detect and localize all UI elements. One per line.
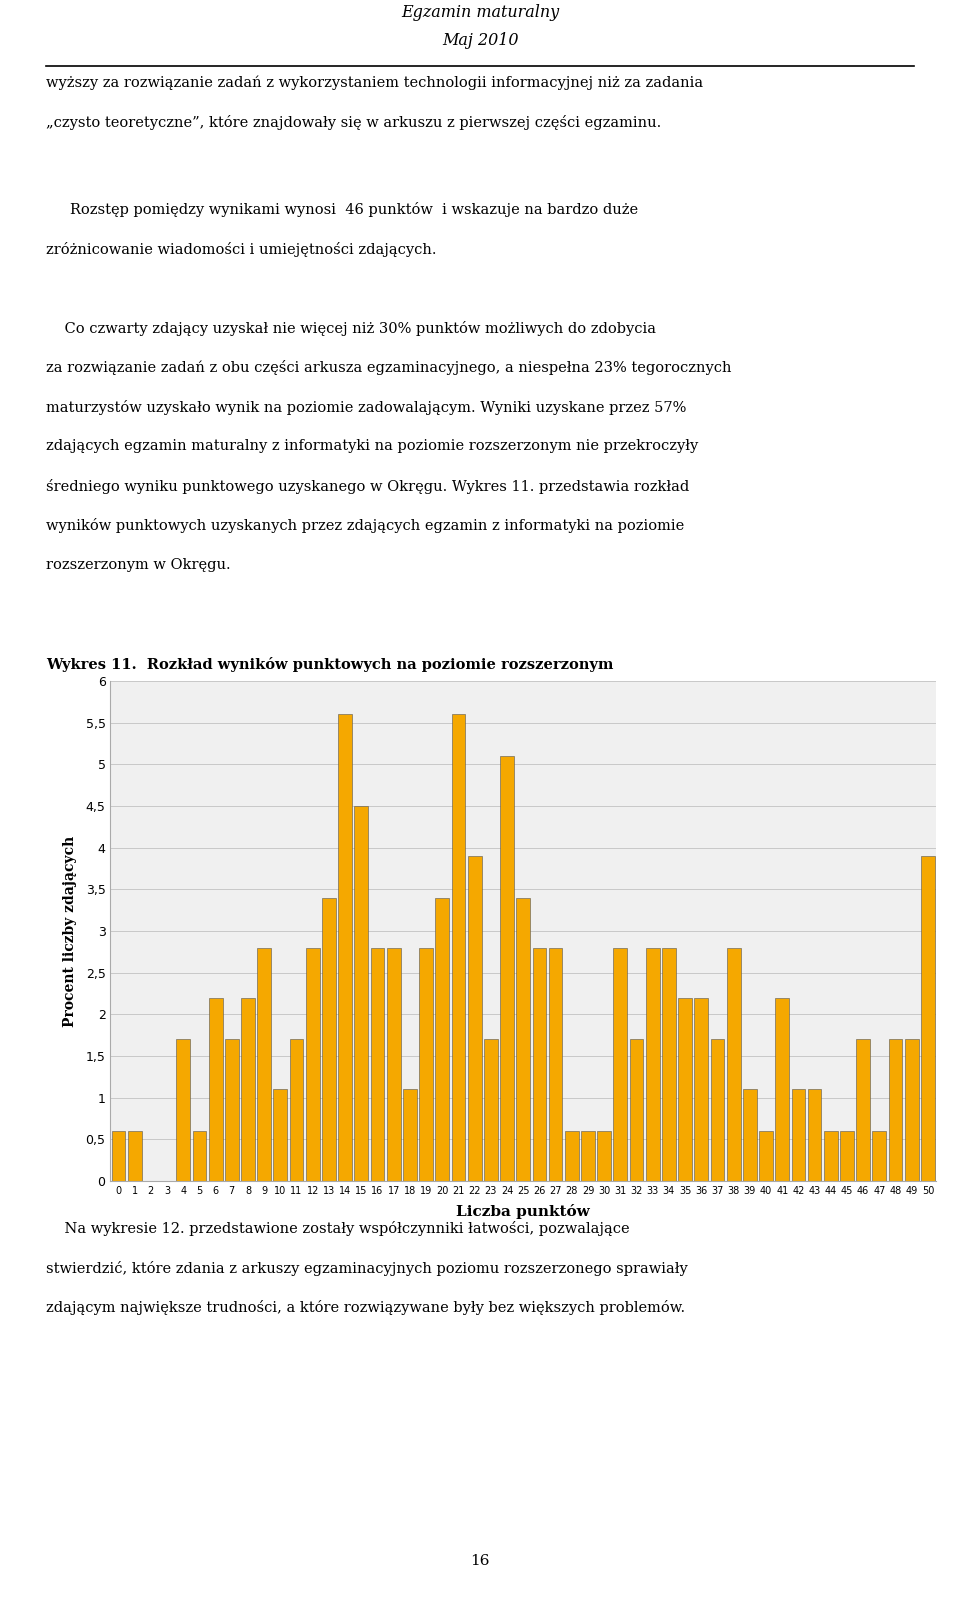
Bar bbox=[776, 997, 789, 1181]
Bar bbox=[338, 715, 352, 1181]
Bar bbox=[710, 1039, 725, 1181]
Bar bbox=[921, 857, 935, 1181]
X-axis label: Liczba punktów: Liczba punktów bbox=[456, 1205, 590, 1219]
Bar bbox=[662, 947, 676, 1181]
Bar bbox=[177, 1039, 190, 1181]
Text: średniego wyniku punktowego uzyskanego w Okręgu. Wykres 11. przedstawia rozkład: średniego wyniku punktowego uzyskanego w… bbox=[46, 479, 689, 494]
Bar bbox=[111, 1131, 126, 1181]
Bar bbox=[500, 756, 514, 1181]
Bar bbox=[759, 1131, 773, 1181]
Bar bbox=[306, 947, 320, 1181]
Text: zdającym największe trudności, a które rozwiązywane były bez większych problemów: zdającym największe trudności, a które r… bbox=[46, 1300, 685, 1315]
Text: zdających egzamin maturalny z informatyki na poziomie rozszerzonym nie przekrocz: zdających egzamin maturalny z informatyk… bbox=[46, 439, 698, 453]
Bar bbox=[743, 1089, 756, 1181]
Bar bbox=[274, 1089, 287, 1181]
Text: maturzystów uzyskało wynik na poziomie zadowalającym. Wyniki uzyskane przez 57%: maturzystów uzyskało wynik na poziomie z… bbox=[46, 400, 686, 415]
Text: za rozwiązanie zadań z obu części arkusza egzaminacyjnego, a niespełna 23% tegor: za rozwiązanie zadań z obu części arkusz… bbox=[46, 360, 732, 376]
Bar bbox=[193, 1131, 206, 1181]
Bar bbox=[807, 1089, 822, 1181]
Bar bbox=[678, 997, 692, 1181]
Bar bbox=[564, 1131, 579, 1181]
Bar bbox=[241, 997, 255, 1181]
Bar bbox=[840, 1131, 853, 1181]
Text: Wykres 11.  Rozkład wyników punktowych na poziomie rozszerzonym: Wykres 11. Rozkład wyników punktowych na… bbox=[46, 656, 613, 671]
Bar bbox=[436, 897, 449, 1181]
Bar bbox=[613, 947, 627, 1181]
Bar bbox=[208, 997, 223, 1181]
Text: wyników punktowych uzyskanych przez zdających egzamin z informatyki na poziomie: wyników punktowych uzyskanych przez zdaj… bbox=[46, 518, 684, 534]
Text: 16: 16 bbox=[470, 1553, 490, 1568]
Bar bbox=[322, 897, 336, 1181]
Bar bbox=[581, 1131, 595, 1181]
Text: Na wykresie 12. przedstawione zostały współczynniki łatwości, pozwalające: Na wykresie 12. przedstawione zostały ws… bbox=[46, 1221, 630, 1236]
Bar bbox=[597, 1131, 611, 1181]
Bar bbox=[290, 1039, 303, 1181]
Bar bbox=[646, 947, 660, 1181]
Bar bbox=[468, 857, 482, 1181]
Text: Maj 2010: Maj 2010 bbox=[442, 32, 518, 50]
Bar bbox=[727, 947, 740, 1181]
Bar bbox=[451, 715, 466, 1181]
Text: „czysto teoretyczne”, które znajdowały się w arkuszu z pierwszej części egzaminu: „czysto teoretyczne”, które znajdowały s… bbox=[46, 116, 661, 131]
Bar bbox=[873, 1131, 886, 1181]
Bar bbox=[905, 1039, 919, 1181]
Bar bbox=[403, 1089, 417, 1181]
Bar bbox=[257, 947, 271, 1181]
Bar bbox=[533, 947, 546, 1181]
Bar bbox=[387, 947, 400, 1181]
Bar bbox=[856, 1039, 870, 1181]
Text: Rozstęp pomiędzy wynikami wynosi  46 punktów  i wskazuje na bardzo duże: Rozstęp pomiędzy wynikami wynosi 46 punk… bbox=[70, 202, 638, 218]
Bar bbox=[824, 1131, 838, 1181]
Bar bbox=[549, 947, 563, 1181]
Text: stwierdzić, które zdania z arkuszy egzaminacyjnych poziomu rozszerzonego sprawia: stwierdzić, które zdania z arkuszy egzam… bbox=[46, 1261, 687, 1276]
Text: Co czwarty zdający uzyskał nie więcej niż 30% punktów możliwych do zdobycia: Co czwarty zdający uzyskał nie więcej ni… bbox=[46, 321, 656, 336]
Bar bbox=[128, 1131, 141, 1181]
Bar bbox=[889, 1039, 902, 1181]
Text: Egzamin maturalny: Egzamin maturalny bbox=[401, 5, 559, 21]
Bar bbox=[225, 1039, 239, 1181]
Bar bbox=[516, 897, 530, 1181]
Bar bbox=[484, 1039, 497, 1181]
Bar bbox=[694, 997, 708, 1181]
Bar bbox=[371, 947, 384, 1181]
Bar bbox=[354, 806, 369, 1181]
Y-axis label: Procent liczby zdających: Procent liczby zdających bbox=[63, 836, 77, 1026]
Bar bbox=[791, 1089, 805, 1181]
Text: zróżnicowanie wiadomości i umiejętności zdających.: zróżnicowanie wiadomości i umiejętności … bbox=[46, 242, 437, 256]
Text: rozszerzonym w Okręgu.: rozszerzonym w Okręgu. bbox=[46, 558, 230, 573]
Text: wyższy za rozwiązanie zadań z wykorzystaniem technologii informacyjnej niż za za: wyższy za rozwiązanie zadań z wykorzysta… bbox=[46, 76, 704, 90]
Bar bbox=[630, 1039, 643, 1181]
Bar bbox=[420, 947, 433, 1181]
